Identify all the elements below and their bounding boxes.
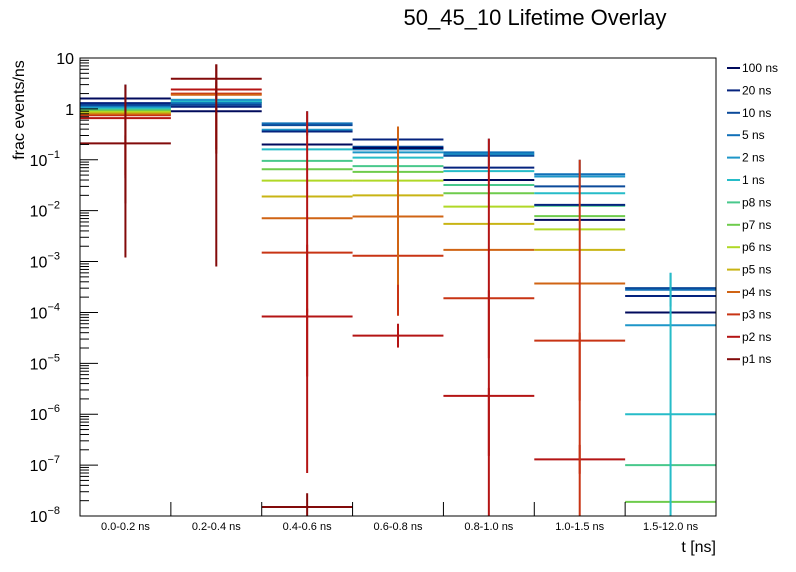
legend-item: 5 ns xyxy=(727,128,765,142)
legend: 100 ns 20 ns 10 ns 5 ns 2 ns 1 ns p8 ns p7 ns p6… xyxy=(727,61,778,366)
x-tick-label: 0.4-0.6 ns xyxy=(283,521,332,533)
legend-item: 20 ns xyxy=(727,83,771,97)
legend-label: 10 ns xyxy=(742,106,771,120)
legend-label: p1 ns xyxy=(742,352,771,366)
x-tick-label: 1.0-1.5 ns xyxy=(555,521,604,533)
x-tick-label: 1.5-12.0 ns xyxy=(643,521,699,533)
legend-item: p2 ns xyxy=(727,330,771,344)
legend-item: 1 ns xyxy=(727,173,765,187)
legend-label: p4 ns xyxy=(742,285,771,299)
y-tick-label: 10−4 xyxy=(30,301,60,322)
legend-label: p5 ns xyxy=(742,263,771,277)
y-tick-label: 10−7 xyxy=(30,454,60,475)
legend-label: p8 ns xyxy=(742,195,771,209)
x-tick-label: 0.2-0.4 ns xyxy=(192,521,241,533)
y-tick-label: 1 xyxy=(65,102,74,119)
legend-label: 5 ns xyxy=(742,128,765,142)
y-tick-label: 10−8 xyxy=(30,505,60,526)
y-tick-label: 10−1 xyxy=(30,149,60,170)
legend-label: p6 ns xyxy=(742,240,771,254)
legend-item: p4 ns xyxy=(727,285,771,299)
series-layer xyxy=(80,64,716,516)
legend-item: p3 ns xyxy=(727,307,771,321)
y-axis: 10 1 10−1 10−2 10−3 10−4 10−5 10−6 10−7 10−8 xyxy=(30,51,98,526)
y-tick-label: 10−2 xyxy=(30,200,60,221)
x-tick-label: 0.6-0.8 ns xyxy=(374,521,423,533)
legend-label: p2 ns xyxy=(742,330,771,344)
legend-item: 2 ns xyxy=(727,151,765,165)
x-tick-label: 0.0-0.2 ns xyxy=(101,521,150,533)
x-axis: 0.0-0.2 ns 0.2-0.4 ns 0.4-0.6 ns 0.6-0.8 ns… xyxy=(101,502,699,533)
legend-label: p3 ns xyxy=(742,307,771,321)
legend-label: p7 ns xyxy=(742,218,771,232)
legend-item: 10 ns xyxy=(727,106,771,120)
x-axis-label: t [ns] xyxy=(681,539,716,556)
legend-label: 1 ns xyxy=(742,173,765,187)
legend-item: p1 ns xyxy=(727,352,771,366)
x-tick-label: 0.8-1.0 ns xyxy=(464,521,513,533)
plot-frame xyxy=(79,57,717,517)
legend-item: p7 ns xyxy=(727,218,771,232)
legend-label: 20 ns xyxy=(742,83,771,97)
y-tick-label: 10−5 xyxy=(30,352,60,373)
chart-title: 50_45_10 Lifetime Overlay xyxy=(404,5,667,30)
y-tick-label: 10 xyxy=(56,51,74,68)
y-tick-label: 10−6 xyxy=(30,403,60,424)
y-axis-label: frac events/ns xyxy=(11,60,28,160)
legend-label: 100 ns xyxy=(742,61,778,75)
legend-item: 100 ns xyxy=(727,61,778,75)
legend-item: p8 ns xyxy=(727,195,771,209)
legend-label: 2 ns xyxy=(742,151,765,165)
y-tick-label: 10−3 xyxy=(30,251,60,272)
series-p3-ns xyxy=(80,85,626,401)
legend-item: p5 ns xyxy=(727,263,771,277)
legend-item: p6 ns xyxy=(727,240,771,254)
